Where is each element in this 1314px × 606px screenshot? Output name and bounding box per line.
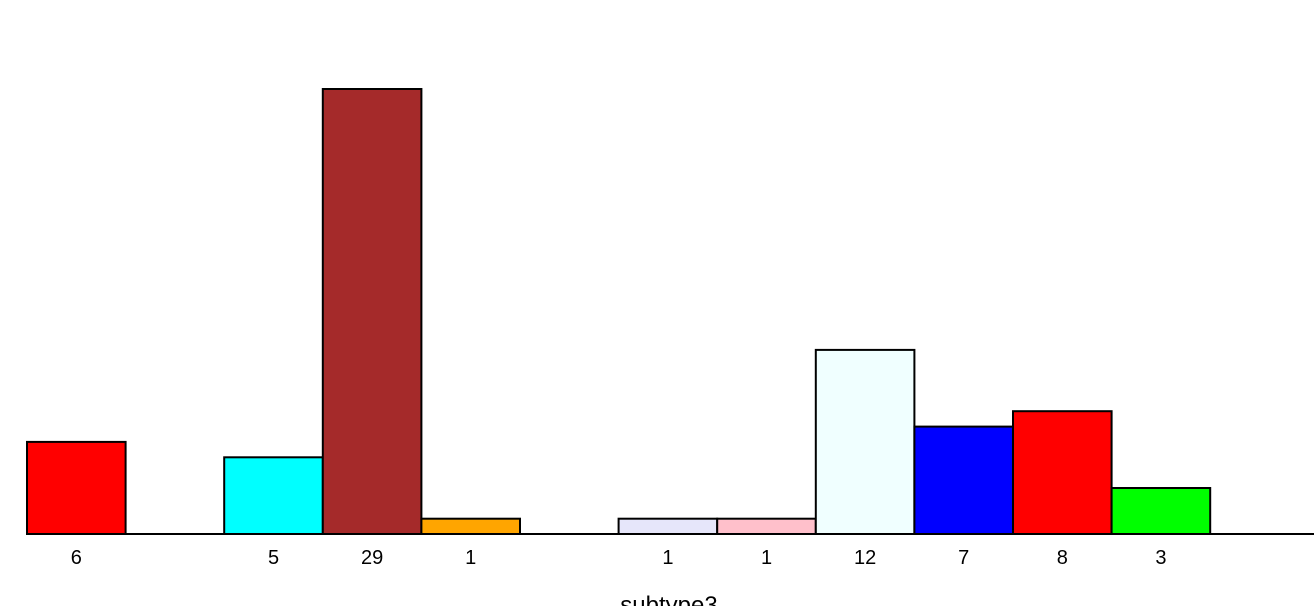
- tick-label-8: 8: [1057, 547, 1068, 569]
- tick-label-4: 1: [662, 547, 673, 569]
- bar-8: [1012, 410, 1113, 536]
- bar-7: [913, 425, 1015, 536]
- tick-label-9: 3: [1155, 547, 1166, 569]
- bar-9: [1110, 487, 1212, 535]
- bar-1: [223, 456, 324, 535]
- bar-4: [617, 517, 719, 536]
- bar-0: [26, 440, 127, 535]
- tick-labels-group: 6 5 29 1 1 1 12 7 8 3: [71, 547, 1167, 569]
- tick-label-0: 6: [71, 547, 82, 569]
- x-axis-title: subtype3: [620, 592, 717, 606]
- bar-6: [814, 348, 916, 535]
- tick-label-3: 1: [465, 547, 476, 569]
- tick-label-7: 7: [958, 547, 969, 569]
- bar-3: [420, 517, 521, 536]
- tick-label-6: 12: [854, 547, 876, 569]
- bar-5: [716, 517, 817, 536]
- bars-group: [26, 88, 1212, 536]
- tick-label-5: 1: [761, 547, 772, 569]
- tick-label-2: 29: [361, 547, 383, 569]
- tick-label-1: 5: [268, 547, 279, 569]
- bar-2: [321, 88, 423, 535]
